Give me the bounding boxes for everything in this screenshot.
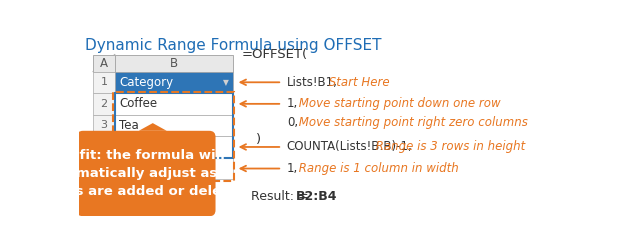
Text: Range is 1 column in width: Range is 1 column in width: [296, 162, 459, 175]
FancyBboxPatch shape: [93, 71, 115, 93]
Text: A: A: [100, 57, 108, 69]
FancyBboxPatch shape: [115, 71, 232, 93]
FancyBboxPatch shape: [93, 55, 115, 71]
FancyBboxPatch shape: [93, 136, 115, 158]
Text: COUNTA(Lists!B:B)-1,: COUNTA(Lists!B:B)-1,: [287, 140, 413, 154]
Text: 1,: 1,: [287, 162, 298, 175]
Text: ▼: ▼: [223, 78, 229, 87]
Text: Benefit: the formula will
automatically adjust as
items are added or deleted.: Benefit: the formula will automatically …: [42, 149, 251, 198]
FancyBboxPatch shape: [115, 93, 232, 115]
Text: Category: Category: [120, 76, 173, 89]
Text: Move starting point right zero columns: Move starting point right zero columns: [296, 116, 528, 129]
Text: 5: 5: [101, 164, 108, 174]
Text: =OFFSET(: =OFFSET(: [242, 48, 308, 61]
Text: Result: =: Result: =: [251, 190, 313, 203]
FancyBboxPatch shape: [93, 115, 115, 136]
Text: 4: 4: [101, 142, 108, 152]
FancyBboxPatch shape: [77, 131, 215, 216]
Polygon shape: [139, 123, 166, 131]
FancyBboxPatch shape: [115, 158, 232, 179]
Text: B2:B4: B2:B4: [296, 190, 337, 203]
Text: 1: 1: [101, 77, 108, 87]
Text: Tea: Tea: [120, 119, 139, 132]
Text: 2: 2: [101, 99, 108, 109]
FancyBboxPatch shape: [93, 93, 115, 115]
Text: Lists!B1,: Lists!B1,: [287, 76, 337, 89]
Text: Move starting point down one row: Move starting point down one row: [296, 97, 501, 110]
Text: Coffee: Coffee: [120, 97, 158, 110]
Text: Range is 3 rows in height: Range is 3 rows in height: [372, 140, 525, 154]
Text: Start Here: Start Here: [325, 76, 390, 89]
Text: B: B: [170, 57, 178, 69]
Text: Dynamic Range Formula using OFFSET: Dynamic Range Formula using OFFSET: [85, 38, 382, 53]
FancyBboxPatch shape: [115, 136, 232, 158]
Text: 1,: 1,: [287, 97, 298, 110]
Text: Wine: Wine: [120, 140, 149, 154]
Text: 0,: 0,: [287, 116, 298, 129]
FancyBboxPatch shape: [115, 115, 232, 136]
FancyBboxPatch shape: [115, 55, 232, 71]
Text: 3: 3: [101, 121, 108, 130]
Text: ): ): [256, 133, 261, 146]
FancyBboxPatch shape: [93, 158, 115, 179]
